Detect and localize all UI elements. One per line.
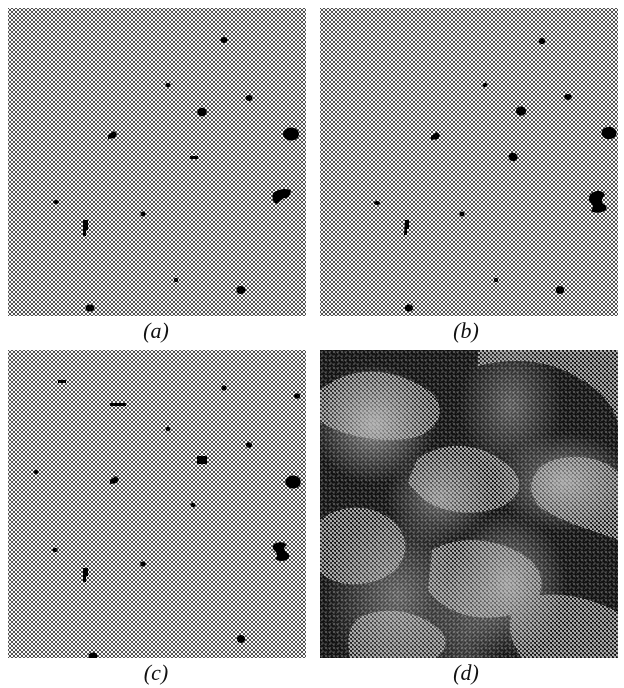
spot-a-3 xyxy=(197,107,207,117)
spot-b-10 xyxy=(459,211,465,217)
spot-a-4 xyxy=(245,95,253,101)
spot-c-9 xyxy=(110,476,119,484)
spot-a-8 xyxy=(272,189,291,204)
spot-b-12 xyxy=(494,278,498,282)
blob-layer-b xyxy=(374,37,617,312)
spot-c-6 xyxy=(245,442,253,448)
spot-b-14 xyxy=(404,304,414,312)
halftone-image-c xyxy=(8,350,306,658)
spot-c-1 xyxy=(58,380,66,383)
spot-c-11 xyxy=(272,542,290,561)
caption-a: (a) xyxy=(143,318,169,343)
spot-c-5 xyxy=(165,426,171,432)
spot-c-7 xyxy=(197,456,207,464)
spot-c-3 xyxy=(221,385,227,391)
spot-b-2 xyxy=(482,82,488,88)
caption-b: (b) xyxy=(453,318,479,343)
spot-a-7 xyxy=(190,156,198,159)
blob-layer-c xyxy=(33,380,301,658)
spot-c-12 xyxy=(83,568,88,582)
halftone-image-d xyxy=(320,350,618,658)
blob-layer-a xyxy=(53,37,299,312)
spot-b-6 xyxy=(431,132,440,140)
spot-a-6 xyxy=(108,131,117,139)
texture-region-d-9 xyxy=(320,350,618,658)
spot-a-11 xyxy=(83,220,88,236)
spot-b-13 xyxy=(555,286,565,294)
spot-a-13 xyxy=(236,286,246,294)
spot-c-8 xyxy=(285,475,301,489)
spot-c-4 xyxy=(293,393,301,399)
spot-c-16 xyxy=(88,652,98,658)
spot-b-11 xyxy=(404,220,409,235)
spot-b-3 xyxy=(515,106,527,116)
spot-c-10 xyxy=(190,502,196,508)
spot-a-1 xyxy=(220,37,228,43)
spot-a-14 xyxy=(85,304,95,312)
spot-a-9 xyxy=(53,200,59,204)
spot-a-10 xyxy=(140,211,146,217)
halftone-image-a xyxy=(8,8,306,316)
spot-b-7 xyxy=(508,152,518,162)
spot-c-17 xyxy=(33,469,39,475)
spot-b-8 xyxy=(588,190,607,213)
spot-a-2 xyxy=(165,82,171,88)
spot-a-12 xyxy=(174,278,178,282)
spot-c-13 xyxy=(140,561,146,567)
caption-d: (d) xyxy=(453,660,479,685)
spot-c-14 xyxy=(52,547,58,553)
spot-b-1 xyxy=(538,37,546,45)
spot-b-5 xyxy=(601,126,617,140)
spot-a-5 xyxy=(283,127,299,141)
halftone-image-b xyxy=(320,8,618,316)
spot-b-9 xyxy=(374,201,380,205)
spot-c-2 xyxy=(110,403,126,406)
spot-b-4 xyxy=(564,94,572,100)
spot-c-15 xyxy=(236,635,246,643)
texture-layer-d xyxy=(320,350,618,658)
caption-c: (c) xyxy=(143,660,169,685)
